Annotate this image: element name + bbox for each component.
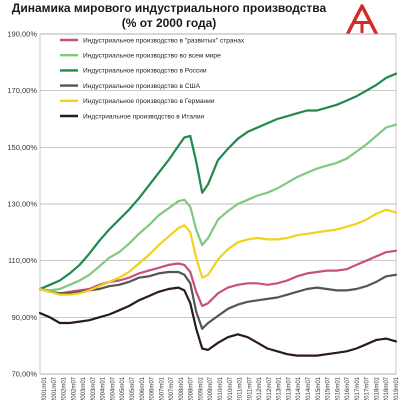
x-tick-label: 2008m01: [179, 376, 185, 400]
x-tick-label: 2015m01: [316, 376, 322, 400]
chart-title-line2: (% от 2000 года): [121, 16, 217, 30]
x-tick-label: 2009m01: [198, 376, 204, 400]
chart-title: Динамика мирового индустриального произв…: [0, 1, 338, 31]
x-tick-label: 2017m07: [365, 376, 371, 400]
x-tick-label: 2011m01: [238, 376, 244, 400]
x-tick-label: 2014m07: [306, 376, 312, 400]
x-tick-label: 2007m07: [169, 376, 175, 400]
x-tick-label: 2016m01: [335, 376, 341, 400]
legend-entry: Индустриальное производство в "развитых"…: [83, 37, 245, 44]
x-tick-label: 2009m07: [208, 376, 214, 400]
y-tick-label: 130,00%: [7, 200, 37, 209]
x-tick-label: 2019m01: [394, 376, 400, 400]
legend-entry: Индустриальное производство в Германии: [83, 98, 215, 105]
x-tick-label: 2006m07: [150, 376, 156, 400]
legend-entry: Индустриальное производство во всем мире: [83, 53, 221, 60]
y-tick-label: 150,00%: [7, 143, 37, 152]
x-tick-label: 2001m07: [52, 376, 58, 400]
x-tick-label: 2002m07: [71, 376, 77, 400]
x-tick-label: 2014m01: [296, 376, 302, 400]
series-line: [38, 286, 398, 357]
x-tick-label: 2012m07: [267, 376, 273, 400]
x-tick-label: 2005m01: [120, 376, 126, 400]
x-tick-label: 2016m07: [345, 376, 351, 400]
y-tick-label: 90,00%: [12, 313, 38, 322]
chart-title-line1: Динамика мирового индустриального произв…: [11, 1, 327, 15]
x-tick-label: 2013m01: [277, 376, 283, 400]
x-tick-label: 2006m01: [140, 376, 146, 400]
x-tick-label: 2004m07: [110, 376, 116, 400]
x-tick-label: 2017m01: [355, 376, 361, 400]
y-tick-label: 170,00%: [7, 86, 37, 95]
y-tick-label: 190,00%: [7, 30, 37, 39]
legend-entry: Индустриальное производство в США: [83, 83, 201, 90]
series-line: [38, 72, 398, 291]
x-tick-label: 2005m07: [130, 376, 136, 400]
series-line: [38, 123, 398, 292]
x-tick-label: 2004m01: [101, 376, 107, 400]
x-tick-label: 2010m07: [228, 376, 234, 400]
x-tick-label: 2008m07: [189, 376, 195, 400]
x-tick-label: 2007m01: [159, 376, 165, 400]
x-tick-label: 2003m01: [81, 376, 87, 400]
x-tick-label: 2013m07: [286, 376, 292, 400]
x-tick-label: 2011m07: [247, 376, 253, 400]
x-tick-label: 2002m01: [62, 376, 68, 400]
series-line: [38, 208, 398, 296]
x-tick-label: 2018m01: [374, 376, 380, 400]
y-tick-label: 110,00%: [8, 256, 37, 265]
x-tick-label: 2012m01: [257, 376, 263, 400]
legend-entry: Индстриальное производство в Италии: [83, 113, 205, 120]
legend-entry: Индустриальное производство в России: [83, 68, 207, 75]
y-tick-label: 70,00%: [12, 370, 38, 379]
x-tick-label: 2010m01: [218, 376, 224, 400]
series-line: [38, 270, 398, 330]
x-tick-label: 2018m07: [384, 376, 390, 400]
x-tick-label: 2003m07: [91, 376, 97, 400]
x-tick-label: 2001m01: [42, 376, 48, 400]
x-tick-label: 2015m07: [326, 376, 332, 400]
